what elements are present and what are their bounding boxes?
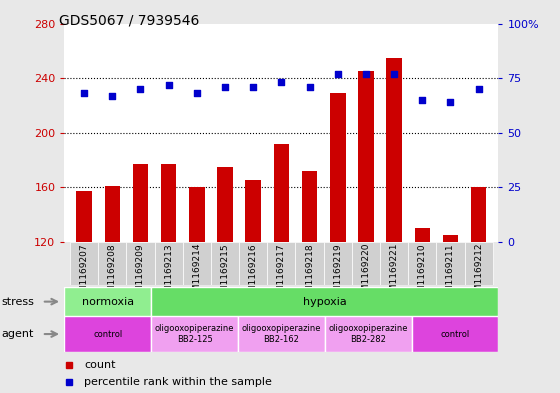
Bar [127, 242, 155, 285]
Bar [189, 187, 204, 242]
Text: oligooxopiperazine
BB2-282: oligooxopiperazine BB2-282 [329, 324, 408, 344]
Bar [183, 242, 211, 285]
Text: GSM1169216: GSM1169216 [249, 243, 258, 304]
Text: oligooxopiperazine
BB2-162: oligooxopiperazine BB2-162 [242, 324, 321, 344]
Bar [211, 242, 239, 285]
Text: normoxia: normoxia [82, 297, 134, 307]
Text: GSM1169221: GSM1169221 [390, 243, 399, 303]
Text: control: control [93, 330, 123, 338]
Bar [155, 242, 183, 285]
Bar [274, 143, 289, 242]
Bar [465, 242, 493, 285]
Bar [324, 242, 352, 285]
Text: GSM1169209: GSM1169209 [136, 243, 145, 304]
Point [418, 97, 427, 103]
Bar [358, 71, 374, 242]
Point [108, 92, 117, 99]
Bar [98, 242, 127, 285]
Point [390, 71, 399, 77]
Bar [386, 58, 402, 242]
Bar [436, 242, 465, 285]
Point [305, 84, 314, 90]
Bar [105, 186, 120, 242]
Text: control: control [440, 330, 470, 338]
Text: GSM1169212: GSM1169212 [474, 243, 483, 303]
Bar [151, 287, 498, 316]
Text: agent: agent [2, 329, 34, 339]
Bar [151, 316, 238, 352]
Point [221, 84, 230, 90]
Point [361, 71, 370, 77]
Point [136, 86, 145, 92]
Text: GSM1169219: GSM1169219 [333, 243, 342, 304]
Point [333, 71, 342, 77]
Text: GSM1169215: GSM1169215 [221, 243, 230, 304]
Text: GSM1169207: GSM1169207 [80, 243, 88, 304]
Bar [302, 171, 318, 242]
Bar [161, 164, 176, 242]
Bar [217, 167, 233, 242]
Text: GSM1169214: GSM1169214 [192, 243, 202, 303]
Text: GDS5067 / 7939546: GDS5067 / 7939546 [59, 14, 199, 28]
Bar [245, 180, 261, 242]
Text: GSM1169211: GSM1169211 [446, 243, 455, 304]
Bar [64, 316, 151, 352]
Bar [238, 316, 325, 352]
Bar [239, 242, 267, 285]
Text: GSM1169220: GSM1169220 [361, 243, 371, 303]
Bar [296, 242, 324, 285]
Point [277, 79, 286, 86]
Point [193, 90, 202, 97]
Point [249, 84, 258, 90]
Bar [471, 187, 487, 242]
Bar [76, 191, 92, 242]
Point [446, 99, 455, 105]
Text: percentile rank within the sample: percentile rank within the sample [84, 377, 272, 387]
Text: GSM1169213: GSM1169213 [164, 243, 173, 304]
Bar [70, 242, 98, 285]
Bar [330, 93, 346, 242]
Point [80, 90, 88, 97]
Point [474, 86, 483, 92]
Text: oligooxopiperazine
BB2-125: oligooxopiperazine BB2-125 [155, 324, 234, 344]
Bar [380, 242, 408, 285]
Text: GSM1169210: GSM1169210 [418, 243, 427, 304]
Bar [325, 316, 412, 352]
Bar [64, 287, 151, 316]
Text: GSM1169208: GSM1169208 [108, 243, 117, 304]
Point [164, 81, 173, 88]
Text: stress: stress [2, 297, 35, 307]
Text: hypoxia: hypoxia [303, 297, 347, 307]
Bar [414, 228, 430, 242]
Text: GSM1169218: GSM1169218 [305, 243, 314, 304]
Bar [408, 242, 436, 285]
Text: GSM1169217: GSM1169217 [277, 243, 286, 304]
Bar [412, 316, 498, 352]
Bar [352, 242, 380, 285]
Text: count: count [84, 360, 115, 370]
Bar [267, 242, 296, 285]
Bar [133, 164, 148, 242]
Bar [443, 235, 458, 242]
